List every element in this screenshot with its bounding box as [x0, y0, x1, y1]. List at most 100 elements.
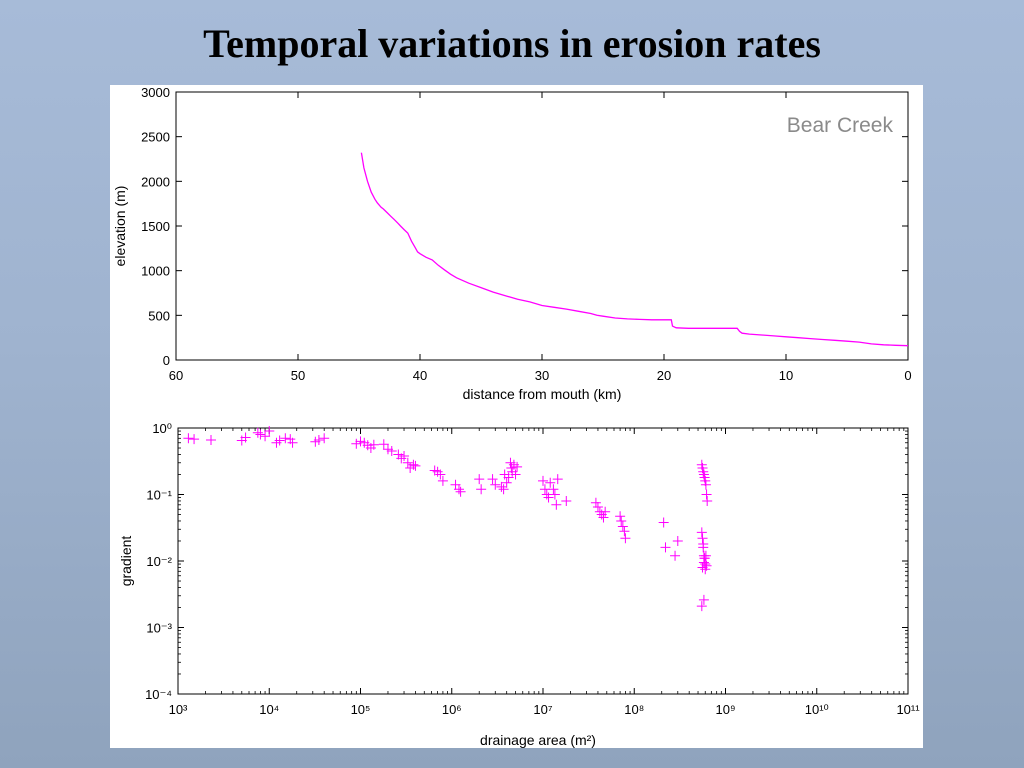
data-point-marker — [396, 453, 407, 464]
x-tick-label: 60 — [169, 368, 183, 383]
data-point-marker — [539, 484, 550, 495]
data-point-marker — [658, 517, 669, 528]
data-point-marker — [512, 461, 523, 472]
data-point-marker — [590, 497, 601, 508]
x-tick-label: 10¹⁰ — [805, 702, 829, 717]
creek-name-annotation: Bear Creek — [787, 114, 894, 137]
data-point-marker — [696, 601, 707, 612]
data-point-marker — [617, 521, 628, 532]
data-point-marker — [670, 550, 681, 561]
data-point-marker — [402, 457, 413, 468]
data-point-marker — [538, 475, 548, 486]
data-point-marker — [410, 460, 421, 471]
data-point-marker — [280, 433, 291, 444]
x-tick-label: 20 — [657, 368, 671, 383]
y-tick-label: 2500 — [141, 130, 170, 145]
slide-title: Temporal variations in erosion rates — [203, 21, 821, 66]
data-point-marker — [503, 472, 514, 483]
y-tick-label: 3000 — [141, 85, 170, 100]
data-point-marker — [701, 489, 712, 500]
data-point-marker — [274, 435, 285, 446]
data-point-marker — [474, 474, 485, 485]
data-point-marker — [700, 475, 711, 486]
y-tick-label: 0 — [163, 353, 170, 368]
data-point-marker — [476, 484, 487, 495]
y-tick-label: 500 — [148, 308, 170, 323]
x-tick-label: 10⁸ — [624, 702, 644, 717]
data-point-marker — [619, 526, 630, 537]
data-point-marker — [319, 433, 330, 444]
data-point-marker — [496, 481, 507, 492]
x-tick-label: 10⁵ — [351, 702, 371, 717]
data-point-marker — [455, 486, 466, 497]
profile-plot-frame — [175, 91, 909, 361]
y-axis-label: elevation (m) — [112, 186, 128, 267]
data-point-marker — [548, 484, 559, 495]
data-point-marker — [549, 489, 560, 500]
data-point-marker — [490, 479, 501, 490]
data-point-marker — [620, 533, 631, 544]
data-point-marker — [616, 515, 627, 526]
y-tick-label: 1000 — [141, 264, 170, 279]
data-point-marker — [672, 535, 683, 546]
data-point-marker — [206, 435, 217, 445]
x-tick-label: 10¹¹ — [896, 702, 920, 717]
data-point-marker — [368, 439, 379, 450]
y-tick-label: 10⁻⁴ — [145, 687, 172, 702]
y-axis-label: gradient — [118, 536, 134, 587]
data-point-marker — [696, 527, 707, 538]
data-point-marker — [435, 469, 446, 480]
data-point-marker — [551, 499, 562, 510]
data-point-marker — [698, 539, 709, 550]
x-tick-label: 10 — [779, 368, 793, 383]
data-point-marker — [697, 562, 708, 573]
x-tick-label: 30 — [535, 368, 549, 383]
data-point-marker — [386, 446, 397, 457]
data-point-marker — [598, 512, 609, 523]
x-tick-label: 10⁹ — [715, 702, 735, 717]
data-point-marker — [378, 439, 389, 450]
data-point-marker — [615, 511, 626, 522]
y-tick-label: 10⁻² — [146, 554, 172, 569]
data-point-marker — [592, 501, 603, 512]
data-point-marker — [600, 506, 611, 517]
data-point-marker — [700, 479, 711, 490]
data-point-marker — [183, 433, 194, 444]
x-tick-label: 10⁴ — [259, 702, 279, 717]
data-point-marker — [351, 438, 362, 449]
data-point-marker — [189, 434, 200, 445]
data-point-marker — [260, 431, 271, 442]
data-point-marker — [700, 550, 711, 561]
data-point-marker — [255, 429, 266, 440]
x-tick-label: 0 — [904, 368, 911, 383]
x-tick-label: 10³ — [169, 702, 188, 717]
figure-panel: 60 50 40 30 20 10 0 0 500 1000 1500 2000 2500 3000 Bea… — [110, 85, 923, 748]
data-point-marker — [697, 533, 708, 544]
data-point-marker — [313, 435, 324, 445]
data-point-marker — [264, 426, 275, 437]
data-point-marker — [453, 484, 464, 495]
data-point-marker — [699, 553, 710, 564]
x-tick-label: 40 — [413, 368, 427, 383]
data-point-marker — [252, 427, 263, 438]
slope-area-chart: 10³ 10⁴ 10⁵ 10⁶ 10⁷ 10⁸ 10⁹ 10¹⁰ 10¹¹ 10⁰ 10⁻¹ 10⁻²… — [118, 421, 920, 748]
data-point-marker — [698, 594, 709, 605]
data-point-marker — [660, 542, 671, 553]
data-point-marker — [437, 475, 448, 486]
data-point-marker — [498, 484, 509, 495]
data-point-marker — [287, 437, 298, 448]
figure-svg: 60 50 40 30 20 10 0050010001500200025003000Bea… — [112, 85, 920, 748]
x-tick-label: 10⁶ — [442, 702, 462, 717]
y-tick-label: 10⁻¹ — [146, 488, 172, 503]
data-point-marker — [487, 474, 498, 485]
data-point-marker — [240, 432, 251, 443]
data-point-marker — [543, 492, 554, 503]
x-axis-label: drainage area (m²) — [480, 732, 596, 748]
data-point-marker — [510, 469, 521, 480]
elevation-profile-chart: 60 50 40 30 20 10 0050010001500200025003000Bea… — [112, 85, 912, 402]
data-point-marker — [432, 466, 443, 477]
data-point-marker — [408, 459, 419, 470]
data-point-marker — [702, 495, 713, 506]
x-axis-label: distance from mouth (km) — [463, 386, 622, 402]
x-tick-label: 50 — [291, 368, 305, 383]
